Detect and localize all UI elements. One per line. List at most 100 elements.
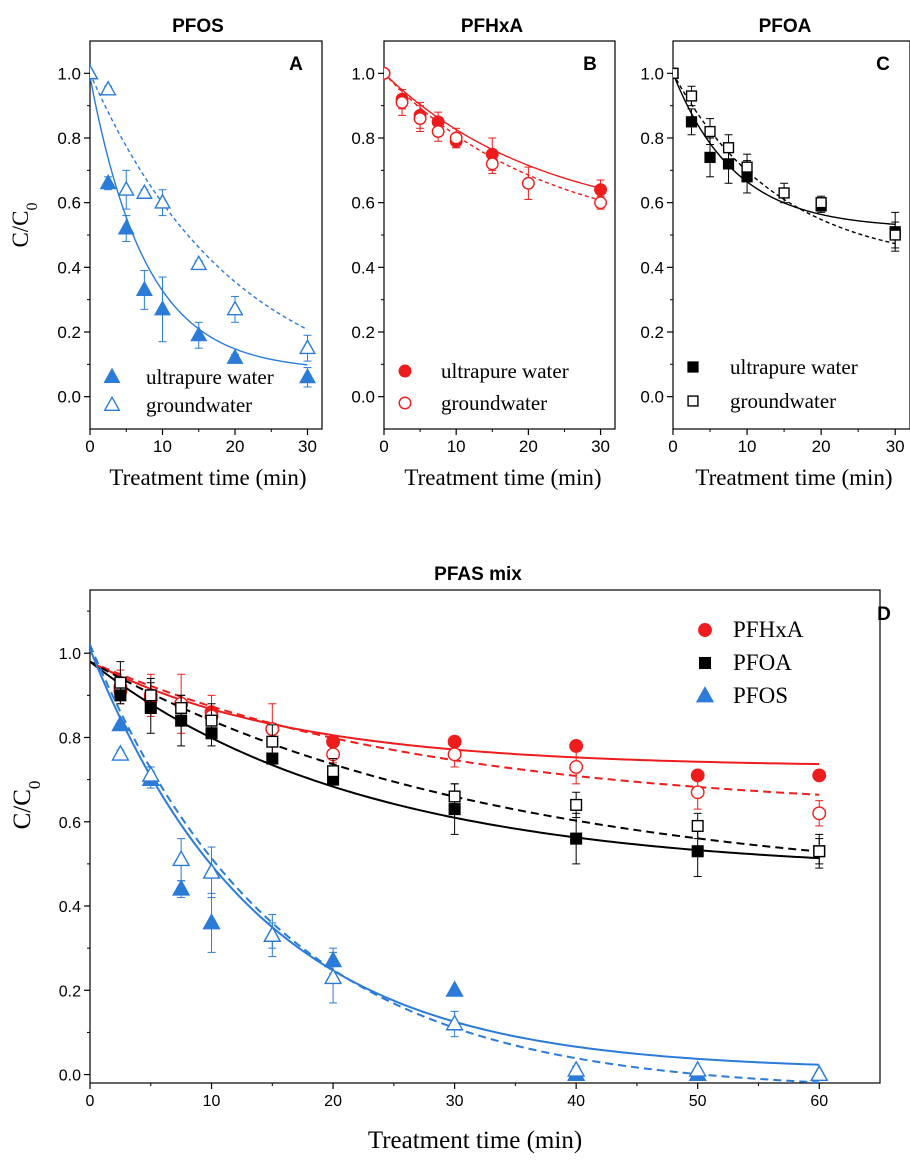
panel-c-legend-item-2: groundwater xyxy=(687,389,836,413)
panel-c-title: PFOA xyxy=(759,16,812,37)
data-point xyxy=(226,348,244,364)
panel-c-letter: C xyxy=(876,54,890,75)
panel-c-x-axis-label: Treatment time (min) xyxy=(695,465,892,490)
data-point xyxy=(485,157,499,171)
y-tick-label: 0.0 xyxy=(57,388,81,407)
legend-marker-shape xyxy=(698,623,712,637)
panel-d-x-axis-label: Treatment time (min) xyxy=(368,1127,582,1154)
x-tick-label: 0 xyxy=(86,1093,95,1110)
x-tick-label: 10 xyxy=(738,437,757,456)
series-groundwater xyxy=(673,67,901,249)
x-tick-label: 60 xyxy=(810,1093,828,1110)
legend-marker-shape xyxy=(103,395,121,411)
series-groundwater xyxy=(90,64,316,362)
series-ultrapure xyxy=(673,67,901,252)
legend-marker-shape xyxy=(687,361,699,373)
data-point xyxy=(704,151,716,164)
panel-c-legend: ultrapure water groundwater xyxy=(687,355,858,413)
x-tick-label: 10 xyxy=(203,1093,221,1110)
data-point xyxy=(673,67,679,79)
data-point xyxy=(175,701,188,715)
plot-frame xyxy=(89,589,881,1084)
data-point xyxy=(691,819,704,832)
data-point xyxy=(812,768,827,783)
data-point xyxy=(190,325,208,342)
panel-d-letter: D xyxy=(877,604,891,625)
data-point xyxy=(810,1064,829,1082)
data-point xyxy=(114,676,127,689)
x-tick-label: 10 xyxy=(153,437,172,456)
data-point xyxy=(521,176,535,190)
series-ultrapure xyxy=(90,64,316,388)
data-point xyxy=(722,142,735,154)
data-point xyxy=(812,806,827,821)
legend-marker-square-filled xyxy=(698,656,712,670)
panel-d-legend-item-2: PFOA xyxy=(698,650,792,675)
data-point xyxy=(567,1060,586,1077)
data-point xyxy=(172,879,191,896)
y-tick-label: 0.4 xyxy=(640,258,664,277)
panel-a-legend-item-2: groundwater xyxy=(103,393,252,417)
data-point xyxy=(815,197,827,209)
data-point xyxy=(154,193,171,209)
x-tick-label: 0 xyxy=(85,437,94,456)
data-point xyxy=(263,925,282,942)
data-point xyxy=(141,765,160,782)
x-tick-label: 50 xyxy=(689,1093,707,1110)
data-point xyxy=(99,174,117,190)
series-pfoa-groundwater xyxy=(90,660,826,865)
data-point xyxy=(111,744,130,761)
legend-marker-shape xyxy=(398,396,412,410)
y-tick-label: 0.0 xyxy=(351,388,375,407)
y-tick-label: 0.8 xyxy=(57,129,81,148)
y-tick-label: 1.0 xyxy=(59,646,81,663)
x-tick-label: 20 xyxy=(324,1093,342,1110)
data-point xyxy=(778,187,790,199)
legend-marker-circle-open xyxy=(398,396,412,410)
x-tick-label: 0 xyxy=(379,437,388,456)
data-point xyxy=(570,798,583,811)
plot-area xyxy=(90,64,316,388)
panel-a-letter: A xyxy=(289,54,303,75)
y-tick-label: 0.4 xyxy=(59,899,81,916)
plot-area xyxy=(384,66,608,210)
y-tick-label: 0.6 xyxy=(351,194,375,213)
data-point xyxy=(685,116,698,128)
data-point xyxy=(704,125,716,138)
data-point xyxy=(190,254,208,271)
legend-marker-triangle-filled xyxy=(695,686,715,703)
panel-a-x-axis-label: Treatment time (min) xyxy=(109,465,306,490)
panel-b-x-axis-label: Treatment time (min) xyxy=(404,465,601,490)
series-pfhxa-ultrapure xyxy=(90,660,827,783)
panel-b-legend-label-2: groundwater xyxy=(441,391,547,415)
subscript-zero: 0 xyxy=(24,202,41,210)
data-point xyxy=(690,785,705,800)
y-tick-label: 0.6 xyxy=(640,194,664,213)
data-point xyxy=(445,1014,464,1031)
axes: 0 10 20 30 0.0 0.2 0.4 0.6 0.8 1.0 xyxy=(351,40,616,456)
data-point xyxy=(447,747,462,762)
data-point xyxy=(299,368,316,384)
legend-marker-shape xyxy=(687,395,699,407)
data-point xyxy=(431,125,445,138)
fit-curve xyxy=(90,73,308,331)
panel-d-title: PFAS mix xyxy=(434,564,522,585)
panel-d-legend-item-1: PFHxA xyxy=(698,617,804,642)
panel-a-legend-item-1: ultrapure water xyxy=(103,365,274,389)
y-tick-label: 0.2 xyxy=(59,983,81,1000)
panel-a-y-axis-label: C/C0 xyxy=(8,202,41,247)
x-tick-label: 20 xyxy=(226,437,245,456)
data-point xyxy=(205,714,218,727)
legend-marker-circle-filled xyxy=(398,364,412,378)
data-point xyxy=(202,912,221,930)
y-tick-label: 0.6 xyxy=(57,194,81,213)
data-point xyxy=(266,735,279,748)
y-tick-label: 0.0 xyxy=(640,388,664,407)
data-point xyxy=(813,845,826,858)
panel-c: 0 10 20 30 0.0 0.2 0.4 0.6 0.8 1.0 PFOA C Treatme… xyxy=(640,16,910,490)
panel-b-legend-item-2: groundwater xyxy=(398,391,547,415)
axes: 0 10 20 30 0.0 0.2 0.4 0.6 0.8 1.0 xyxy=(640,40,910,456)
panel-a-legend-label-1: ultrapure water xyxy=(146,365,274,389)
series-pfos-ultrapure xyxy=(90,648,829,1082)
